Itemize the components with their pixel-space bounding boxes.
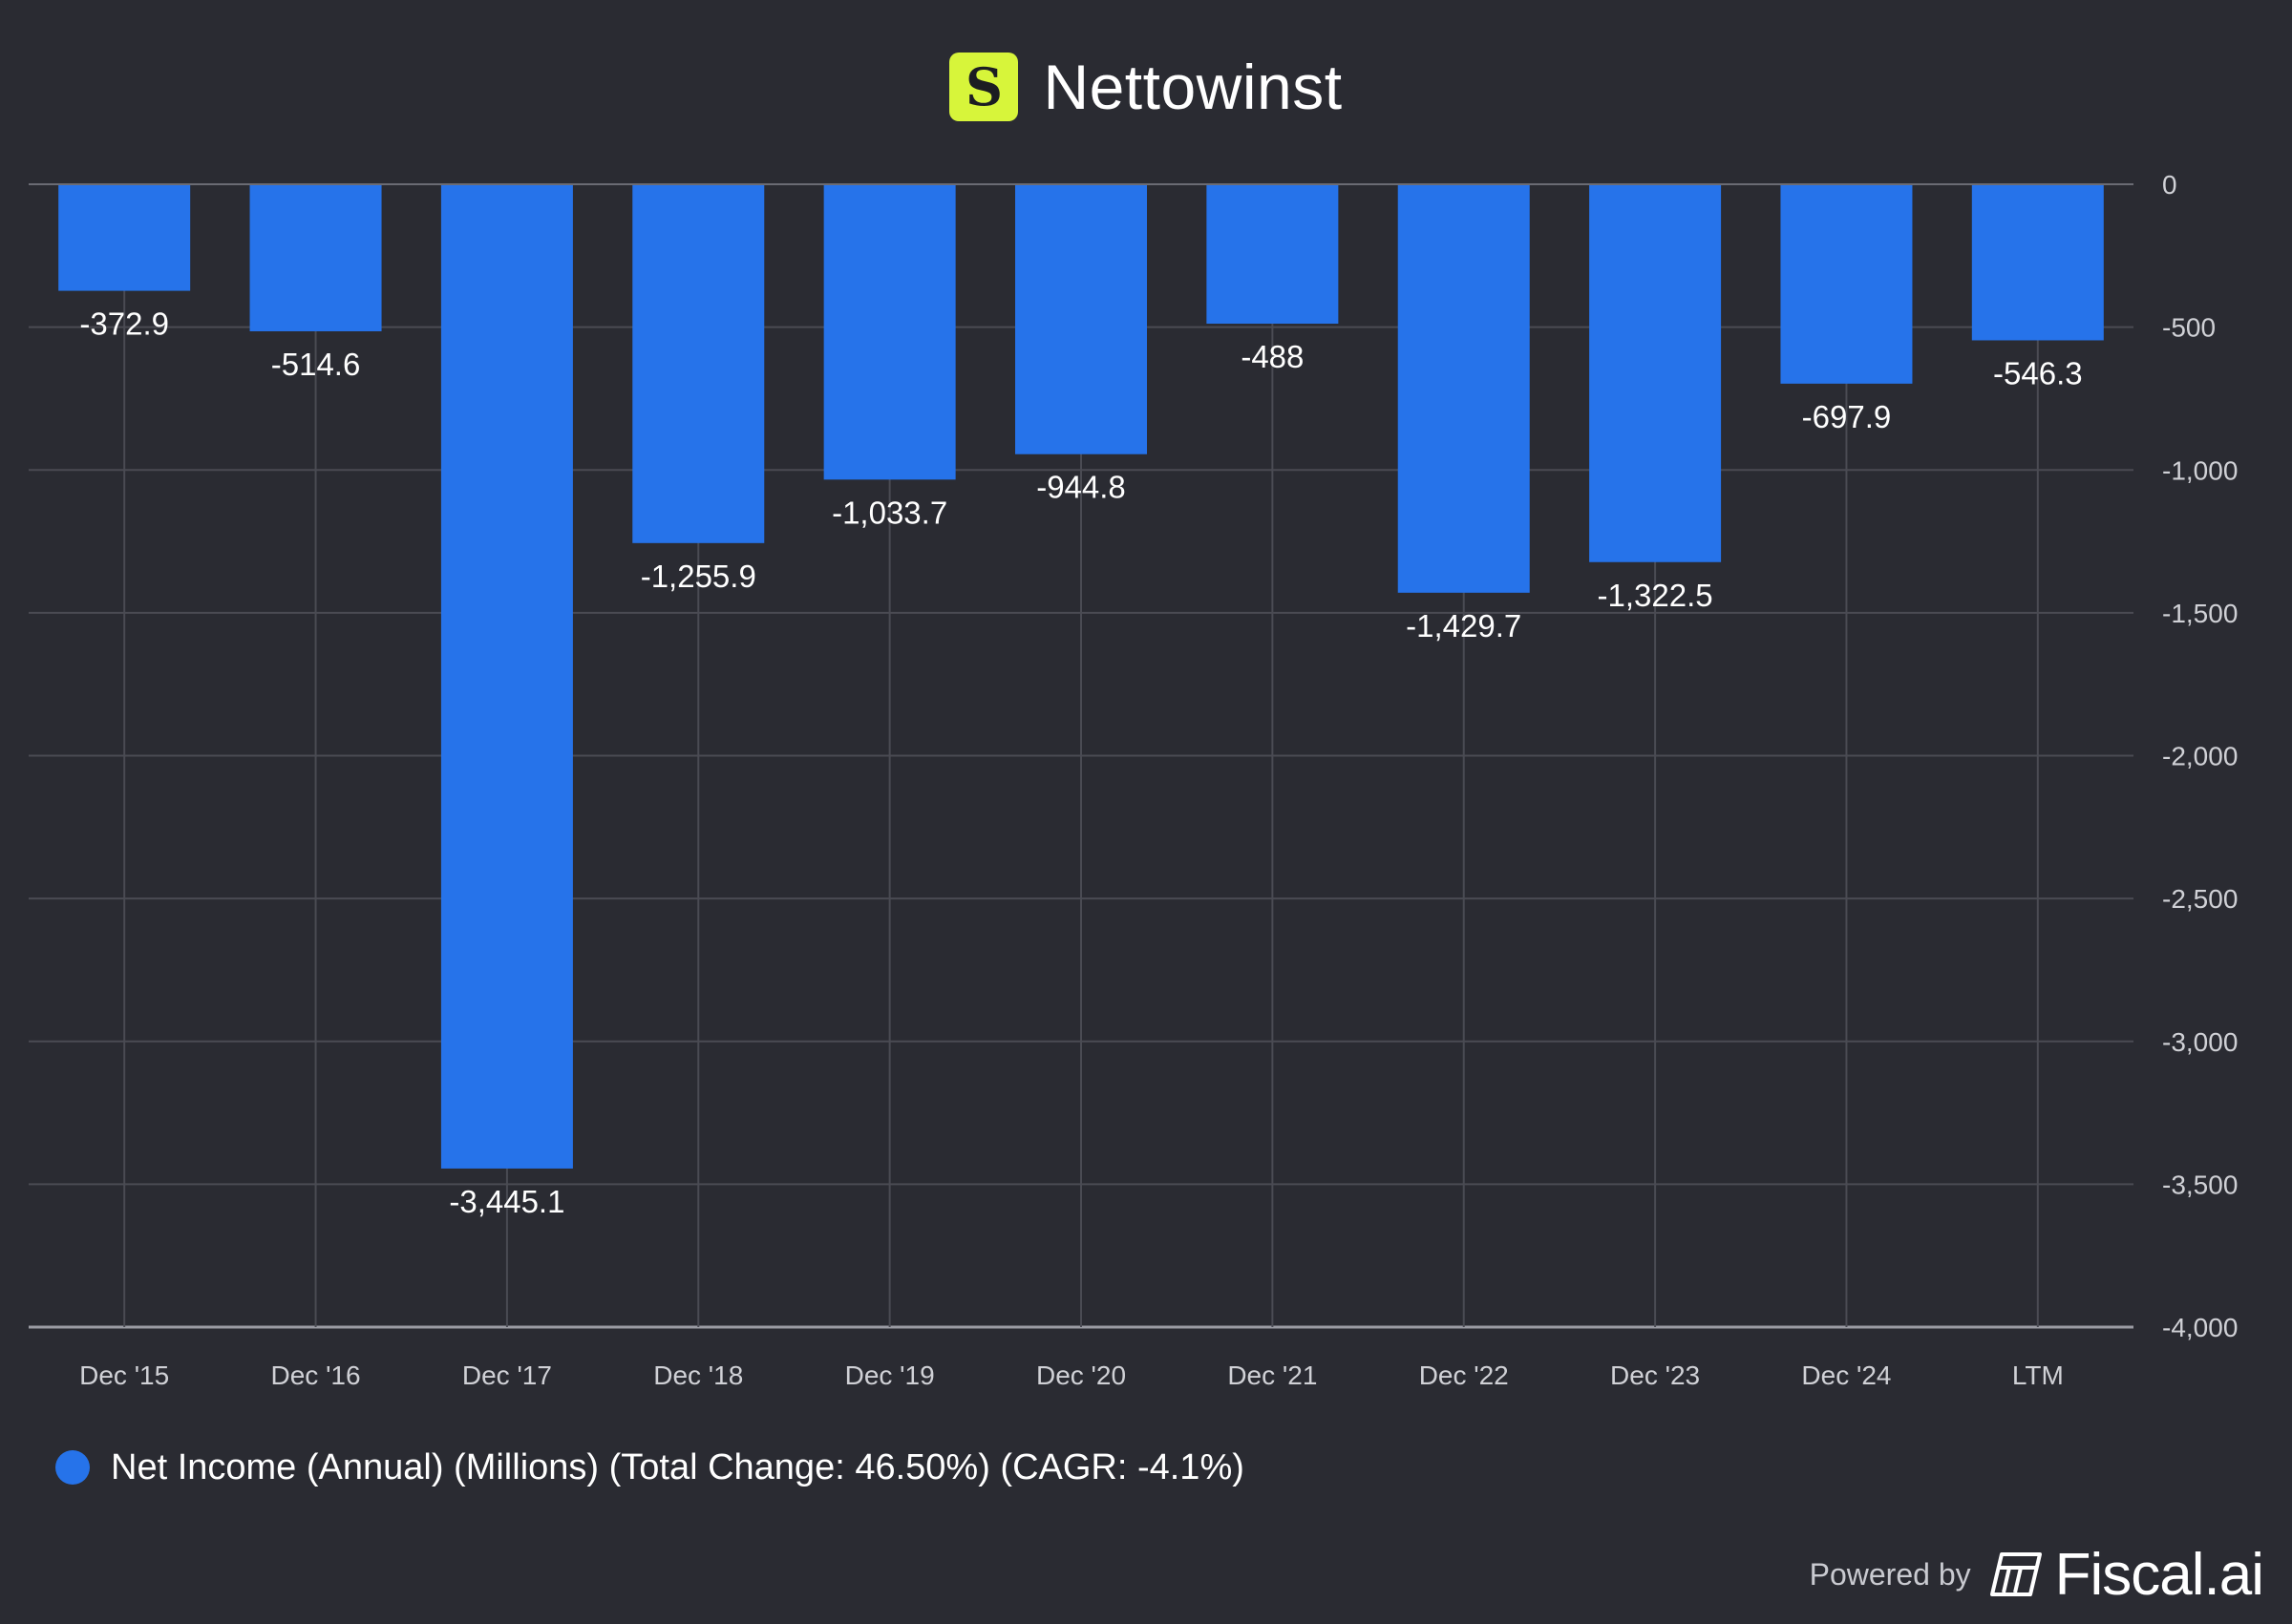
y-tick-label: -3,500 <box>2162 1170 2238 1199</box>
legend-swatch-icon <box>55 1450 90 1485</box>
bar[interactable] <box>58 184 191 291</box>
x-tick-label: Dec '20 <box>1036 1360 1126 1390</box>
bar-value-label: -1,322.5 <box>1598 578 1713 613</box>
legend-label: Net Income (Annual) (Millions) (Total Ch… <box>111 1446 1244 1487</box>
powered-by-text: Powered by <box>1809 1556 1971 1592</box>
bar-value-label: -697.9 <box>1802 399 1892 434</box>
bar-value-label: -1,255.9 <box>641 559 756 594</box>
bar-value-label: -488 <box>1241 339 1304 374</box>
legend[interactable]: Net Income (Annual) (Millions) (Total Ch… <box>55 1442 1244 1493</box>
x-tick-label: Dec '24 <box>1801 1360 1891 1390</box>
y-tick-label: -2,000 <box>2162 742 2238 771</box>
x-tick-label: Dec '23 <box>1610 1360 1700 1390</box>
bar[interactable] <box>249 184 382 331</box>
chart-title: Nettowinst <box>1043 52 1343 122</box>
x-tick-label: Dec '19 <box>845 1360 935 1390</box>
y-tick-label: -4,000 <box>2162 1313 2238 1342</box>
bar[interactable] <box>1397 184 1530 593</box>
brand-name: Fiscal.ai <box>2054 1541 2264 1608</box>
bar[interactable] <box>1780 184 1913 384</box>
x-tick-label: LTM <box>2012 1360 2064 1390</box>
footer-branding[interactable]: Powered by Fiscal.ai <box>1809 1541 2264 1608</box>
bar-value-label: -3,445.1 <box>449 1184 564 1219</box>
bar[interactable] <box>1206 184 1339 325</box>
y-tick-label: 0 <box>2162 170 2177 200</box>
x-tick-label: Dec '15 <box>79 1360 169 1390</box>
y-tick-label: -1,500 <box>2162 599 2238 628</box>
y-tick-label: -3,000 <box>2162 1027 2238 1057</box>
bar-value-label: -1,033.7 <box>832 495 947 530</box>
bar[interactable] <box>1971 184 2104 341</box>
bar[interactable] <box>440 184 573 1169</box>
bar[interactable] <box>823 184 956 480</box>
axis-layer: 0 -500 -1,000 -1,500 -2,000 -2,500 -3,000 -3,50… <box>29 170 2238 1390</box>
bar-value-label: -944.8 <box>1036 470 1126 505</box>
label-layer: -372.9 -514.6 -3,445.1 -1,255.9 -1,033.7 -944… <box>79 306 2082 1219</box>
company-logo: S <box>949 53 1019 121</box>
x-tick-label: Dec '16 <box>271 1360 361 1390</box>
bar-value-label: -546.3 <box>1993 355 2083 390</box>
x-tick-label: Dec '18 <box>653 1360 743 1390</box>
bar[interactable] <box>632 184 765 543</box>
bar-value-label: -1,429.7 <box>1406 608 1521 643</box>
x-tick-label: Dec '22 <box>1419 1360 1509 1390</box>
chart-header: S Nettowinst <box>0 46 2292 128</box>
bar[interactable] <box>1589 184 1722 562</box>
bar-value-label: -514.6 <box>271 347 361 382</box>
y-tick-label: -500 <box>2162 313 2216 343</box>
bar[interactable] <box>1015 184 1147 454</box>
bar-layer <box>58 184 2104 1169</box>
y-tick-label: -2,500 <box>2162 884 2238 914</box>
y-tick-label: -1,000 <box>2162 455 2238 485</box>
bar-value-label: -372.9 <box>79 306 169 342</box>
x-tick-label: Dec '17 <box>462 1360 552 1390</box>
company-logo-letter: S <box>965 56 1003 117</box>
x-tick-label: Dec '21 <box>1227 1360 1317 1390</box>
fiscal-logo-icon <box>1989 1552 2042 1596</box>
